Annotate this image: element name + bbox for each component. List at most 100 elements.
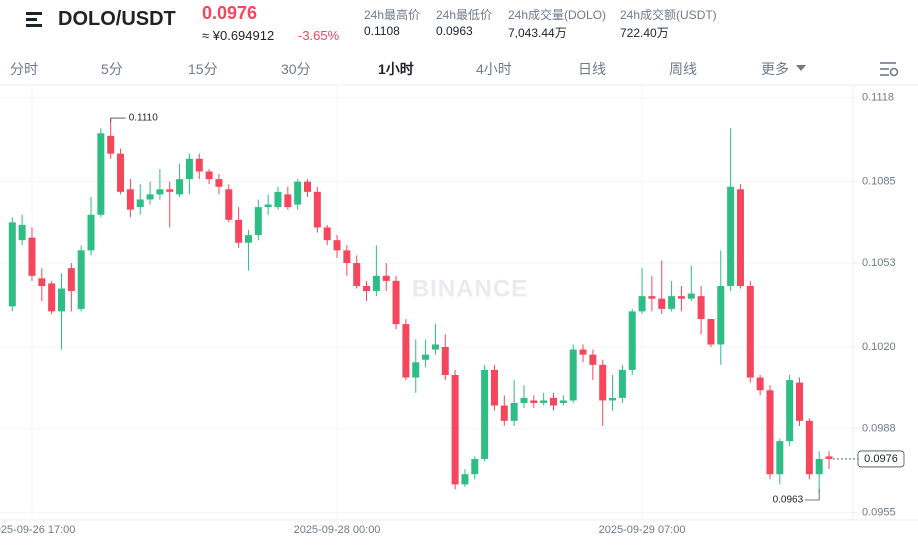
candle-body [333, 240, 341, 251]
candle-body [166, 189, 174, 192]
candle-body [28, 237, 36, 276]
candle-body [254, 207, 262, 236]
low-marker [805, 489, 820, 501]
y-tick-label: 0.1020 [862, 341, 896, 353]
candle-body [550, 397, 557, 406]
candle-body [363, 285, 371, 292]
interval-tab[interactable]: 15分 [188, 61, 218, 77]
candle-body [746, 285, 754, 378]
candle-body [284, 194, 292, 208]
candle-body [776, 441, 784, 475]
stat-value: 7,043.44万 [508, 26, 567, 40]
candle-body [490, 369, 498, 406]
candle-body [195, 158, 203, 172]
candle-body [343, 250, 351, 264]
candle-body [156, 189, 164, 195]
pair-name: DOLO/USDT [58, 8, 176, 30]
candle-body [736, 189, 744, 286]
candle-body [697, 296, 705, 320]
candle-body [353, 263, 361, 286]
candle-body [668, 296, 676, 309]
candle-body [294, 181, 302, 205]
low-label: 0.0963 [773, 495, 804, 506]
candle-body [589, 354, 597, 365]
candle-body [392, 280, 400, 325]
menu-icon[interactable] [22, 8, 62, 48]
candle-body [304, 181, 311, 192]
candle-body [205, 171, 213, 180]
interval-tab[interactable]: 日线 [578, 61, 606, 77]
candle-body [540, 400, 548, 403]
interval-tab[interactable]: 5分 [101, 61, 123, 77]
stat-label: 24h成交额(USDT) [620, 8, 717, 22]
candle-body [648, 296, 656, 299]
candle-body [126, 189, 134, 210]
icon-bar [26, 12, 42, 15]
candle-body [805, 420, 813, 475]
candle-body [461, 474, 469, 485]
candle-body [176, 179, 184, 195]
interval-tab[interactable]: 30分 [281, 61, 311, 77]
candle-body [58, 288, 65, 312]
y-tick-label: 0.1085 [862, 176, 896, 188]
candle-body [677, 296, 685, 299]
interval-tab[interactable]: 周线 [669, 61, 697, 77]
candle-body [766, 390, 774, 475]
candle-body [107, 135, 115, 154]
candle-body [530, 400, 538, 403]
candle-body [628, 311, 636, 370]
candle-body [422, 354, 430, 360]
candle-body [136, 199, 144, 208]
candle-body [244, 235, 252, 243]
candle-body [638, 296, 646, 312]
icon-gear [889, 67, 899, 77]
candle-body [264, 204, 272, 208]
high-marker [110, 117, 126, 123]
candle-body [599, 364, 607, 401]
interval-tab[interactable]: 分时 [10, 61, 38, 77]
x-tick-label: 2025-09-29 07:00 [599, 524, 686, 536]
current-price-box [857, 450, 905, 468]
stat-label: 24h最高价 [364, 8, 421, 22]
stat-label: 24h成交量(DOLO) [508, 8, 607, 22]
stat-value: 722.40万 [620, 26, 669, 40]
candle-body [402, 324, 410, 378]
candle-body [431, 344, 439, 350]
icon-bar [26, 18, 37, 21]
y-tick-label: 0.0955 [862, 506, 896, 518]
candle-body [215, 179, 223, 187]
candle-body [146, 194, 154, 200]
price-change: -3.65% [298, 28, 340, 43]
y-tick-label: 0.0988 [862, 422, 896, 434]
candle-body [323, 227, 331, 241]
current-price-label: 0.0976 [864, 453, 898, 465]
icon-bar [26, 24, 42, 27]
x-tick-label: 2025-09-26 17:00 [0, 524, 75, 536]
stat-value: 0.1108 [364, 24, 400, 38]
interval-tab[interactable]: 1小时 [378, 61, 414, 77]
candle-body [8, 222, 16, 307]
candle-body [441, 347, 449, 375]
candle-body [67, 268, 75, 292]
candle-body [382, 275, 390, 281]
interval-tab[interactable]: 4小时 [476, 61, 512, 77]
candle-body [559, 400, 567, 403]
high-label: 0.1110 [129, 113, 159, 124]
candle-body [727, 186, 735, 286]
settings-icon[interactable] [877, 57, 901, 81]
candle-body [481, 369, 489, 459]
candle-body [815, 458, 823, 475]
candle-body [185, 158, 193, 180]
candle-body [471, 458, 479, 475]
candle-body [618, 369, 626, 398]
candle-body [786, 380, 794, 442]
y-tick-label: 0.1118 [862, 92, 894, 104]
candle-body [825, 456, 833, 459]
candle-body [569, 349, 577, 401]
candle-body [658, 298, 666, 309]
interval-tab[interactable]: 更多 [761, 61, 789, 77]
candle-body [225, 189, 233, 220]
caret [796, 65, 806, 71]
watermark: BINANCE [412, 275, 528, 302]
